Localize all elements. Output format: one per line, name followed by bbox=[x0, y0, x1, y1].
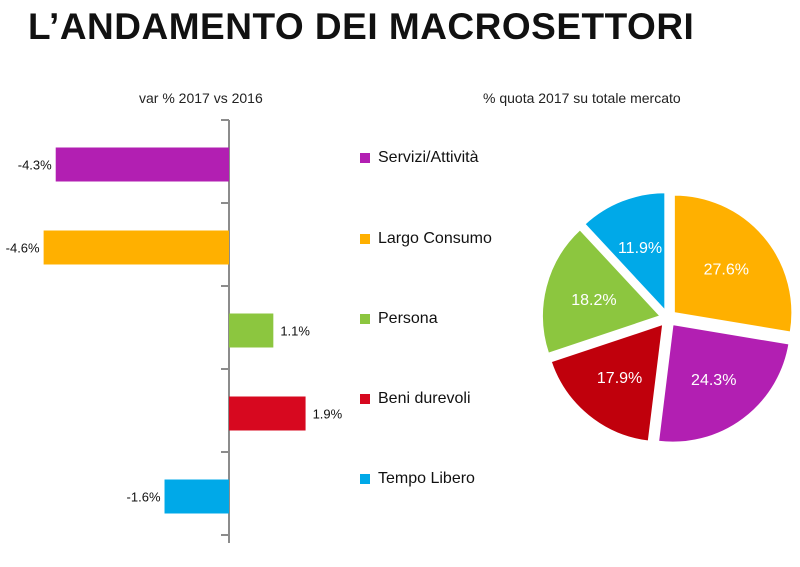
bar-value-label: -4.3% bbox=[18, 158, 52, 173]
bar bbox=[229, 396, 306, 431]
legend-item-tempo-libero: Tempo Libero bbox=[360, 469, 475, 489]
legend-label: Tempo Libero bbox=[378, 470, 475, 487]
legend-swatch bbox=[360, 234, 370, 244]
pie-chart-title: % quota 2017 su totale mercato bbox=[483, 90, 681, 106]
bar-value-label: 1.9% bbox=[313, 407, 343, 422]
page-title: L’ANDAMENTO DEI MACROSETTORI bbox=[28, 6, 695, 47]
bar-value-label: -1.6% bbox=[127, 490, 161, 505]
legend-label: Largo Consumo bbox=[378, 230, 492, 247]
bar-chart-title: var % 2017 vs 2016 bbox=[139, 90, 263, 106]
pie-value-label: 11.9% bbox=[618, 240, 662, 257]
legend-label: Persona bbox=[378, 310, 438, 327]
bar bbox=[55, 147, 230, 182]
pie-slice bbox=[583, 191, 666, 313]
legend-label: Beni durevoli bbox=[378, 390, 471, 407]
pie-value-label: 27.6% bbox=[704, 262, 749, 279]
legend-item-persona: Persona bbox=[360, 309, 438, 329]
legend-swatch bbox=[360, 153, 370, 163]
pie-slice bbox=[673, 194, 793, 334]
legend-item-beni-durevoli: Beni durevoli bbox=[360, 389, 471, 409]
legend-item-largo-consumo: Largo Consumo bbox=[360, 229, 492, 249]
pie-slice bbox=[541, 228, 662, 355]
pie-slice bbox=[550, 323, 664, 443]
bar bbox=[43, 230, 230, 265]
legend-item-servizi: Servizi/Attività bbox=[360, 148, 478, 168]
legend-swatch bbox=[360, 394, 370, 404]
legend-label: Servizi/Attività bbox=[378, 149, 479, 166]
bar-chart: -4.3% -4.6% 1.1% 1.9% -1.6% bbox=[6, 119, 343, 543]
pie-value-label: 18.2% bbox=[571, 292, 616, 309]
legend-swatch bbox=[360, 314, 370, 324]
bar bbox=[229, 313, 274, 348]
bar-value-label: 1.1% bbox=[280, 324, 310, 339]
bar-value-label: -4.6% bbox=[6, 241, 40, 256]
pie-value-label: 24.3% bbox=[691, 372, 736, 389]
pie-value-label: 17.9% bbox=[597, 370, 642, 387]
legend-swatch bbox=[360, 474, 370, 484]
pie-slice bbox=[657, 323, 791, 444]
bar bbox=[164, 479, 229, 514]
